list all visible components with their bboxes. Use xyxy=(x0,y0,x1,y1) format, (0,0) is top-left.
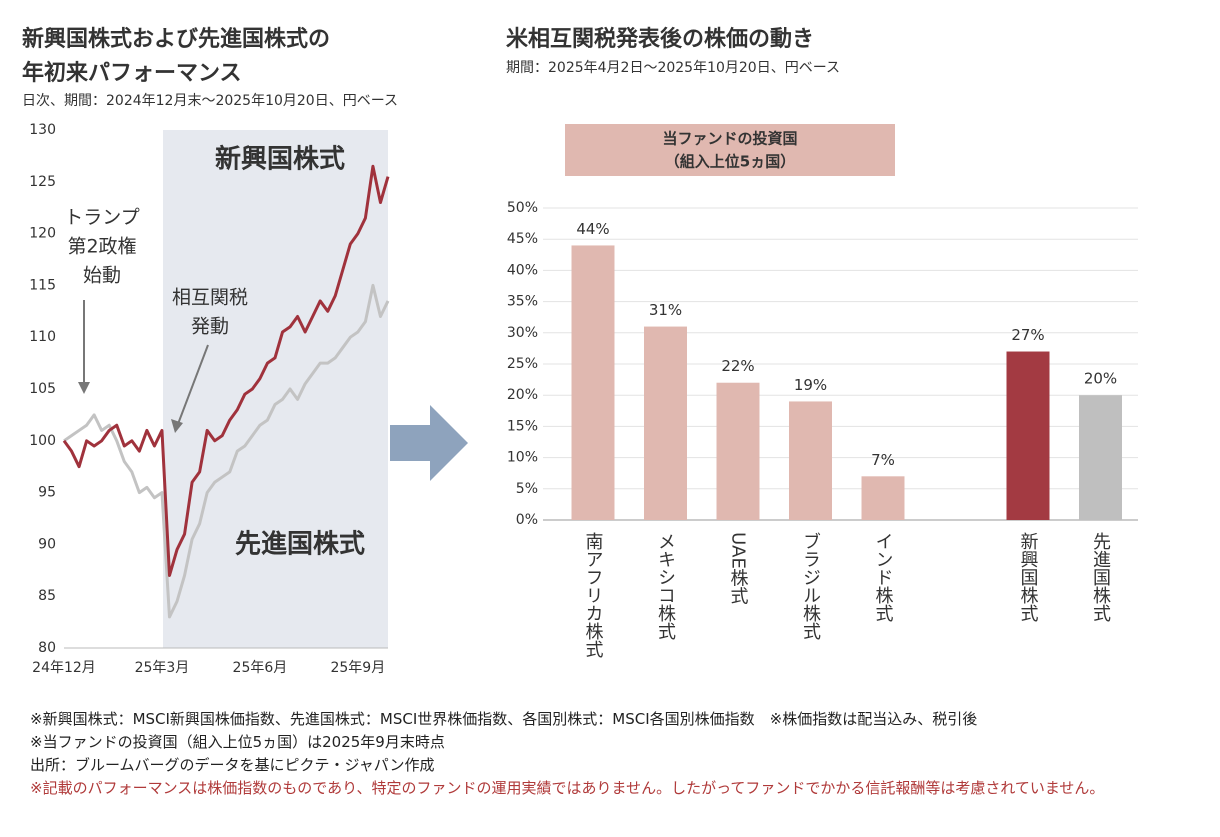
box-text: （組入上位5ヵ国） xyxy=(665,153,795,171)
note: ※新興国株式：MSCI新興国株価指数、先進国株式：MSCI世界株価指数、各国別株… xyxy=(30,710,978,728)
annotation: 発動 xyxy=(191,316,229,338)
value-label: 44% xyxy=(576,220,609,238)
chart-title: 年初来パフォーマンス xyxy=(22,60,242,86)
value-label: 27% xyxy=(1011,326,1044,344)
x-tick-label: UAE株式 xyxy=(728,532,749,605)
y-tick-label: 125 xyxy=(29,174,56,190)
series-label: 先進国株式 xyxy=(235,530,365,560)
y-tick-label: 15% xyxy=(507,418,538,434)
bar xyxy=(1079,395,1122,520)
bar xyxy=(571,245,615,520)
annotation: トランプ xyxy=(64,207,139,229)
value-label: 31% xyxy=(649,301,682,319)
shaded-period xyxy=(163,130,388,648)
line-series xyxy=(63,283,390,619)
bar xyxy=(644,326,687,520)
y-tick-label: 0% xyxy=(516,512,538,528)
y-tick-label: 30% xyxy=(507,325,538,341)
line-series xyxy=(62,164,390,577)
annotation: 始動 xyxy=(83,265,121,287)
bar xyxy=(861,476,905,520)
chart-title: 米相互関税発表後の株価の動き xyxy=(506,26,814,52)
annotation-arrow xyxy=(177,344,209,425)
bar xyxy=(1006,351,1050,520)
y-tick-label: 5% xyxy=(516,481,538,497)
y-tick-label: 45% xyxy=(507,231,538,247)
annotation-arrow xyxy=(171,419,183,433)
y-tick-label: 35% xyxy=(507,294,538,310)
annotation-arrow xyxy=(78,382,90,394)
box-text: 当ファンドの投資国 xyxy=(662,130,797,148)
y-tick-label: 110 xyxy=(29,329,56,345)
value-label: 20% xyxy=(1084,370,1117,388)
x-tick-label: 新興国株式 xyxy=(1018,532,1039,622)
note: 出所：ブルームバーグのデータを基にピクテ・ジャパン作成 xyxy=(30,756,435,774)
x-tick-label: ブラジル株式 xyxy=(800,532,821,640)
y-tick-label: 130 xyxy=(29,122,56,138)
chart-subtitle: 日次、期間：2024年12月末～2025年10月20日、円ベース xyxy=(22,93,398,109)
bar xyxy=(789,401,832,520)
box xyxy=(565,124,895,176)
y-tick-label: 100 xyxy=(29,433,56,449)
y-tick-label: 115 xyxy=(29,277,56,293)
y-tick-label: 85 xyxy=(38,588,56,604)
y-tick-label: 25% xyxy=(507,356,538,372)
value-label: 22% xyxy=(721,357,754,375)
y-tick-label: 90 xyxy=(38,536,56,552)
series-label: 新興国株式 xyxy=(215,144,345,175)
note: ※当ファンドの投資国（組入上位5ヵ国）は2025年9月末時点 xyxy=(30,733,445,751)
note: ※記載のパフォーマンスは株価指数のものであり、特定のファンドの運用実績ではありま… xyxy=(30,779,1105,797)
x-tick-label: インド株式 xyxy=(873,532,894,622)
annotation: 第2政権 xyxy=(67,236,136,258)
y-tick-label: 120 xyxy=(29,226,56,242)
x-tick-label: 先進国株式 xyxy=(1090,532,1111,622)
x-tick-label: 25年9月 xyxy=(330,660,385,676)
chart: 新興国株式および先進国株式の 年初来パフォーマンス 日次、期間：2024年12月… xyxy=(22,26,1138,676)
notes: ※新興国株式：MSCI新興国株価指数、先進国株式：MSCI世界株価指数、各国別株… xyxy=(30,708,1180,800)
y-tick-label: 95 xyxy=(38,485,56,501)
y-tick-label: 10% xyxy=(507,450,538,466)
arrow xyxy=(390,405,468,481)
y-tick-label: 40% xyxy=(507,262,538,278)
y-tick-label: 80 xyxy=(38,640,56,656)
x-tick-label: 25年6月 xyxy=(233,660,288,676)
y-tick-label: 20% xyxy=(507,387,538,403)
value-label: 7% xyxy=(871,451,895,469)
x-tick-label: 南アフリカ株式 xyxy=(583,532,604,658)
annotation: 相互関税 xyxy=(172,287,248,309)
bar xyxy=(716,382,760,520)
y-tick-label: 50% xyxy=(507,200,538,216)
chart-subtitle: 期間：2025年4月2日～2025年10月20日、円ベース xyxy=(506,60,840,76)
value-label: 19% xyxy=(794,376,827,394)
x-tick-label: メキシコ株式 xyxy=(655,532,676,640)
chart-title: 新興国株式および先進国株式の xyxy=(22,26,330,52)
y-tick-label: 105 xyxy=(29,381,56,397)
x-tick-label: 24年12月 xyxy=(32,660,96,676)
x-tick-label: 25年3月 xyxy=(135,660,190,676)
